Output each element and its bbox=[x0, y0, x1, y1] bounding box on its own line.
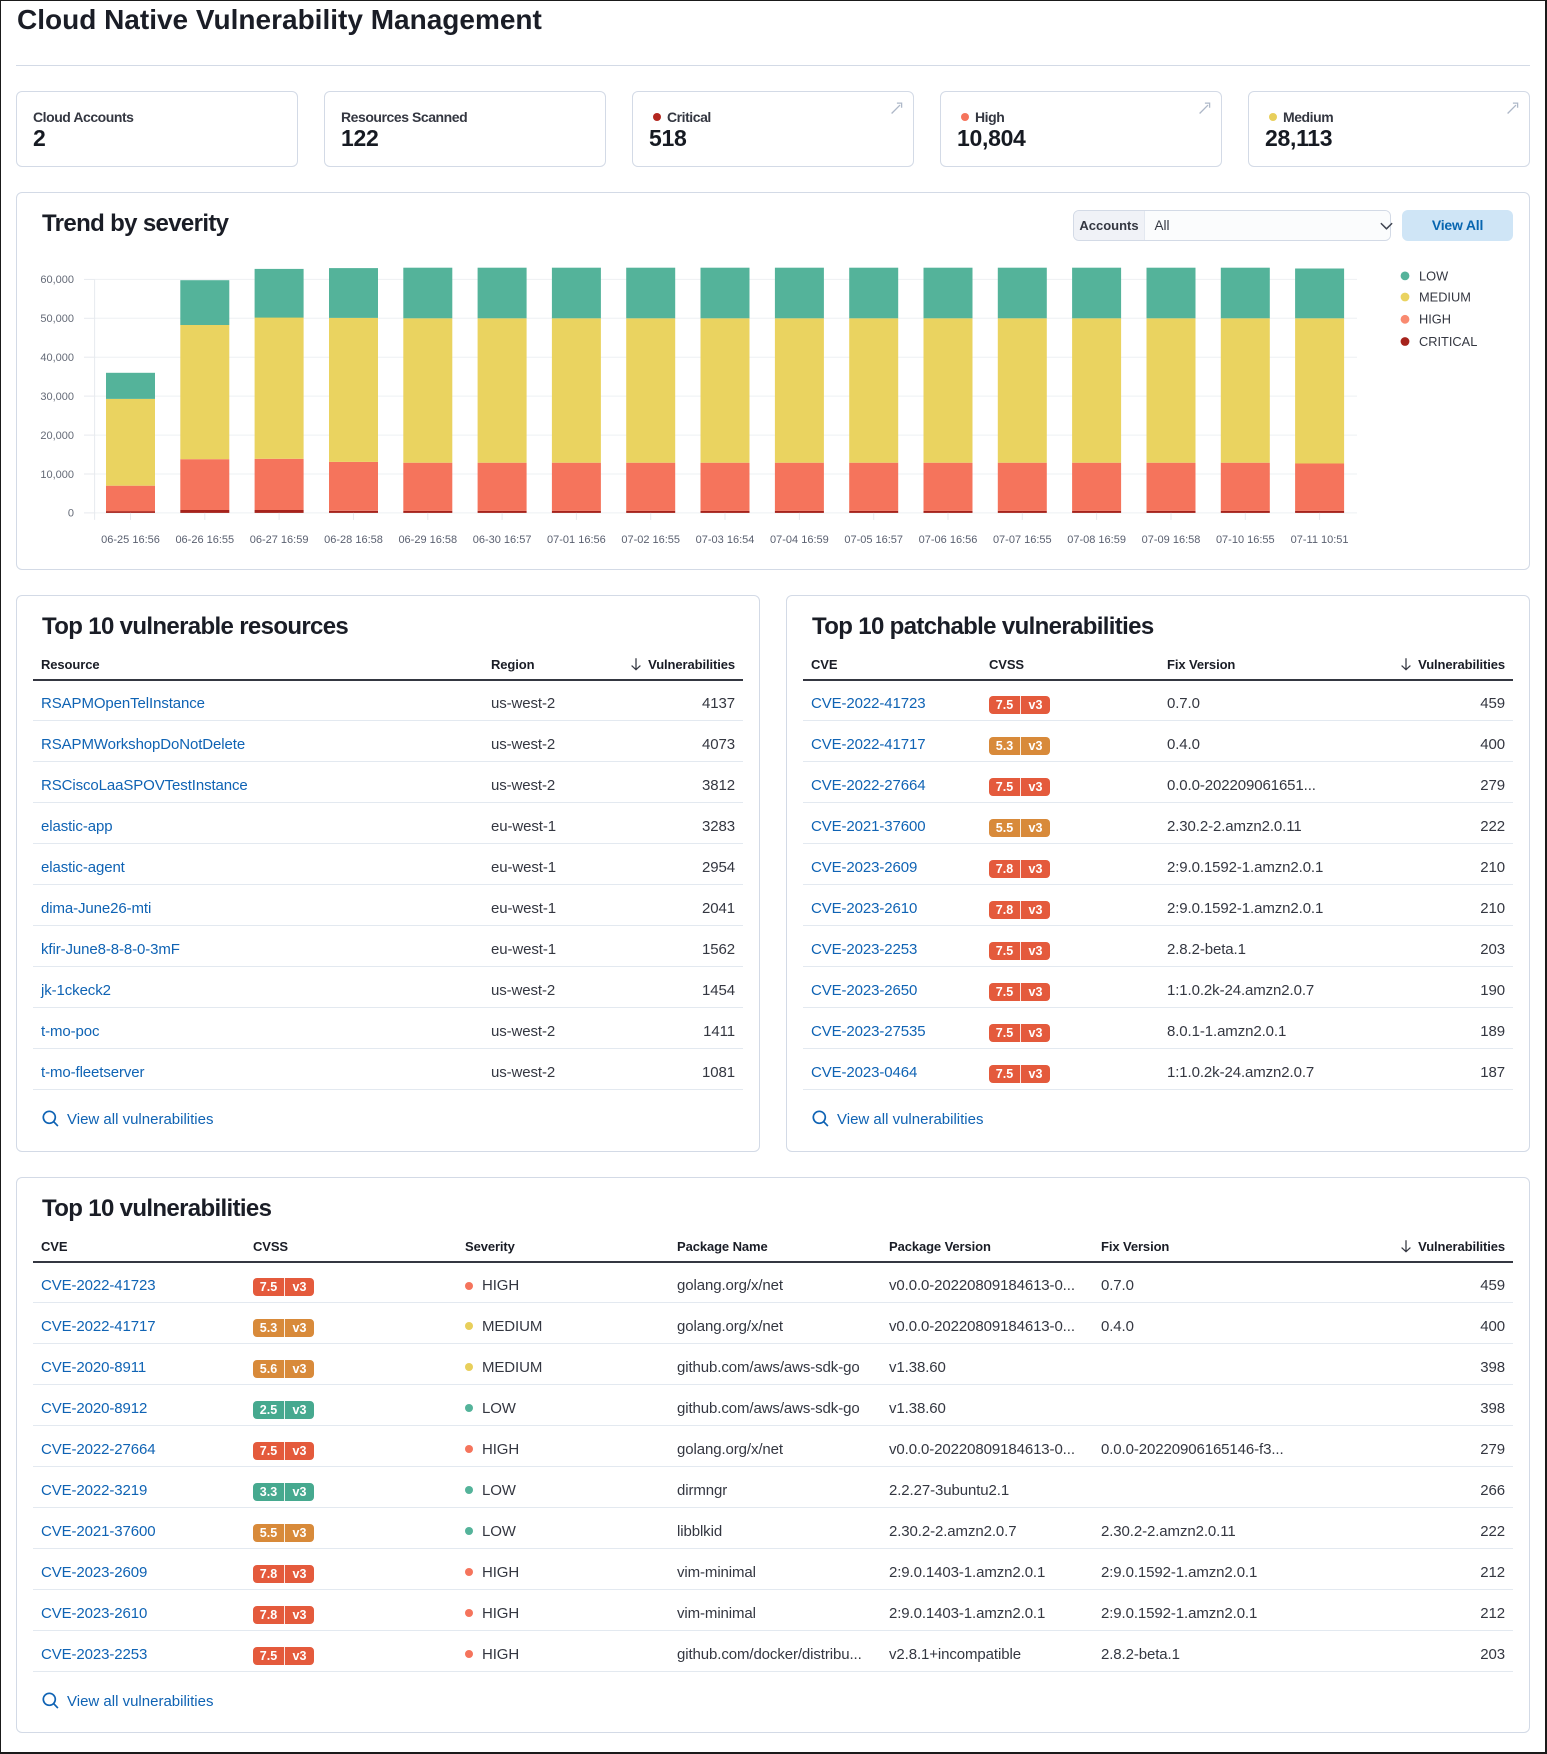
svg-text:07-04 16:59: 07-04 16:59 bbox=[770, 533, 829, 545]
svg-text:07-08 16:59: 07-08 16:59 bbox=[1067, 533, 1126, 545]
svg-text:30,000: 30,000 bbox=[40, 390, 74, 402]
svg-text:07-01 16:56: 07-01 16:56 bbox=[547, 533, 606, 545]
svg-text:07-07 16:55: 07-07 16:55 bbox=[993, 533, 1052, 545]
svg-text:07-03 16:54: 07-03 16:54 bbox=[696, 533, 755, 545]
svg-text:10,000: 10,000 bbox=[40, 468, 74, 480]
svg-text:60,000: 60,000 bbox=[40, 274, 74, 286]
svg-text:40,000: 40,000 bbox=[40, 352, 74, 364]
svg-text:07-06 16:56: 07-06 16:56 bbox=[919, 533, 978, 545]
svg-text:06-25 16:56: 06-25 16:56 bbox=[101, 533, 160, 545]
svg-text:50,000: 50,000 bbox=[40, 313, 74, 325]
svg-text:07-09 16:58: 07-09 16:58 bbox=[1142, 533, 1201, 545]
svg-text:06-27 16:59: 06-27 16:59 bbox=[250, 533, 309, 545]
svg-text:20,000: 20,000 bbox=[40, 429, 74, 441]
svg-text:06-26 16:55: 06-26 16:55 bbox=[175, 533, 234, 545]
svg-text:06-30 16:57: 06-30 16:57 bbox=[473, 533, 532, 545]
svg-text:06-29 16:58: 06-29 16:58 bbox=[398, 533, 457, 545]
svg-text:07-05 16:57: 07-05 16:57 bbox=[844, 533, 903, 545]
svg-text:07-10 16:55: 07-10 16:55 bbox=[1216, 533, 1275, 545]
svg-text:CRITICAL: CRITICAL bbox=[1419, 333, 1477, 348]
svg-text:0: 0 bbox=[68, 507, 74, 519]
svg-text:06-28 16:58: 06-28 16:58 bbox=[324, 533, 383, 545]
svg-text:LOW: LOW bbox=[1419, 268, 1449, 283]
svg-text:MEDIUM: MEDIUM bbox=[1419, 289, 1471, 304]
svg-text:HIGH: HIGH bbox=[1419, 311, 1451, 326]
svg-text:07-02 16:55: 07-02 16:55 bbox=[621, 533, 680, 545]
svg-text:07-11 10:51: 07-11 10:51 bbox=[1291, 533, 1349, 545]
